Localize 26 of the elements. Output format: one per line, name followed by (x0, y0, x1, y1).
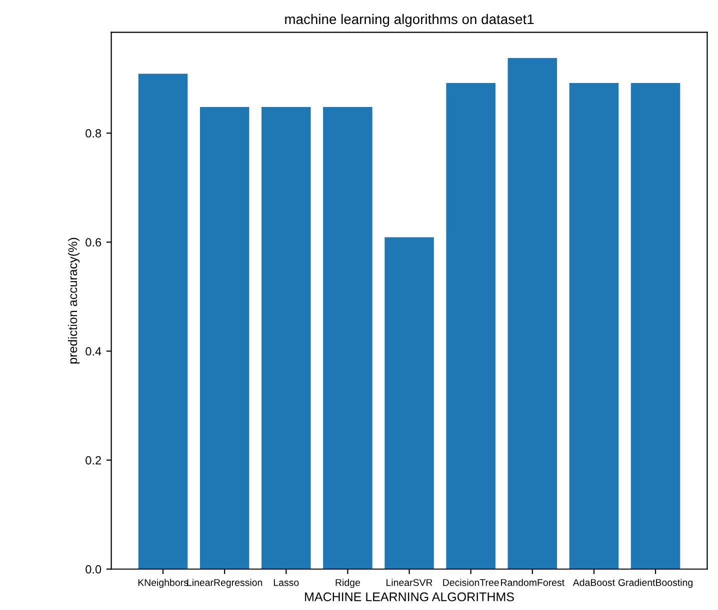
x-tick-label: AdaBoost (572, 578, 615, 586)
x-tick-label: GradientBoosting (618, 578, 692, 588)
chart-title: machine learning algorithms on dataset1 (285, 14, 534, 27)
y-tick-label: 0.6 (86, 238, 102, 247)
x-tick-label: RandomForest (501, 578, 564, 586)
bar (446, 83, 496, 570)
bar (384, 237, 434, 570)
bar (262, 106, 311, 570)
bar (200, 106, 250, 570)
y-tick-label: 0.8 (86, 129, 102, 138)
y-axis-title: prediction accuracy(%) (68, 238, 80, 364)
bar (508, 58, 558, 570)
x-tick-label: KNeighbors (138, 578, 188, 588)
y-tick-label: 0.2 (86, 456, 101, 465)
y-tick-label: 0.0 (86, 565, 102, 574)
bar (569, 83, 619, 570)
bar (323, 106, 372, 570)
x-tick-label: Lasso (274, 579, 299, 586)
x-tick-label: LinearRegression (187, 578, 262, 588)
bar (138, 74, 188, 570)
y-tick-label: 0.4 (86, 347, 102, 356)
bar (630, 83, 680, 570)
x-tick-label: LinearSVR (386, 578, 432, 586)
x-tick-label: DecisionTree (443, 578, 499, 586)
x-tick-label: Ridge (336, 578, 360, 588)
x-axis-title: MACHINE LEARNING ALGORITHMS (305, 592, 514, 602)
